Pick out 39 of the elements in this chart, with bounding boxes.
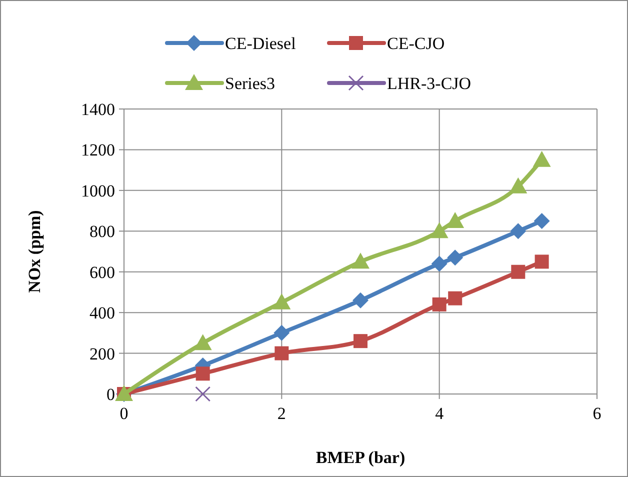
x-tick-label: 2 [277,404,286,423]
y-tick-label: 0 [106,385,115,404]
legend-label: Series3 [225,74,276,93]
point [352,252,370,269]
y-tick-label: 200 [90,344,115,364]
point [430,222,448,238]
point [196,366,210,381]
point [195,386,211,402]
point [534,212,550,229]
y-axis-title: NOx (ppm) [25,210,44,293]
legend-label: CE-CJO [387,34,445,53]
point [534,254,549,269]
point [448,291,462,306]
legend-label: CE-Diesel [225,34,296,53]
point [272,293,291,310]
x-tick-label: 6 [592,404,602,423]
point [447,250,464,266]
y-tick-label: 1000 [81,181,115,200]
point [510,223,526,240]
x-axis-title: BMEP (bar) [316,448,406,467]
point [532,150,551,167]
y-tick-label: 600 [90,262,115,282]
point [432,297,446,312]
point [194,334,212,350]
y-tick-label: 800 [90,222,115,242]
point [354,334,368,348]
x-tick-label: 4 [435,404,444,423]
legend-label: LHR-3-CJO [387,74,472,93]
y-tick-label: 1400 [81,100,115,119]
point [431,256,448,272]
point [511,264,526,279]
point [352,292,368,308]
y-tick-label: 1200 [81,140,115,160]
point [509,177,528,194]
point [274,324,290,341]
point [446,212,464,228]
y-tick-label: 400 [90,304,115,323]
point [274,346,289,360]
x-tick-label: 0 [120,404,128,423]
